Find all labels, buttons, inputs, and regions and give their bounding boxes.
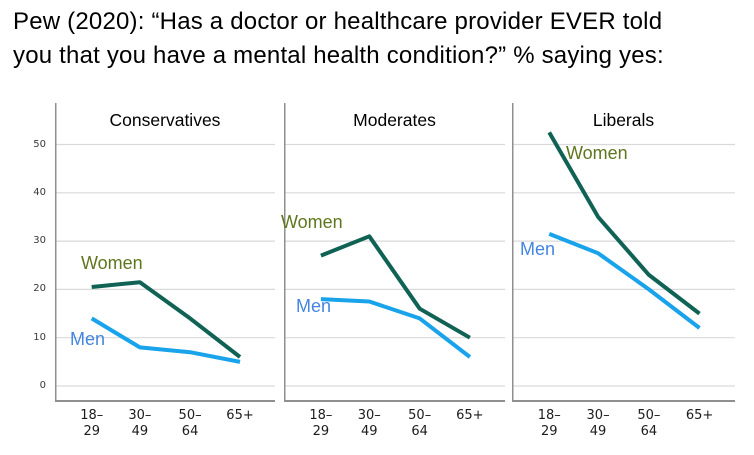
line-chart-plot bbox=[284, 103, 505, 402]
panel-title-conservatives: Conservatives bbox=[109, 110, 221, 130]
y-axis-labels: 0 10 20 30 40 50 bbox=[18, 103, 46, 402]
x-tick-label: 65+ bbox=[456, 408, 484, 423]
chart-panel-moderates: Moderates Women Men 18– 29 30– 49 50– 64 65+ bbox=[281, 103, 505, 439]
women-series-label: Women bbox=[566, 143, 628, 163]
x-tick-label: 18– 29 bbox=[537, 408, 561, 439]
x-tick-label: 50– 64 bbox=[178, 408, 202, 439]
page-title: Pew (2020): “Has a doctor or healthcare … bbox=[13, 5, 745, 73]
x-tick-label: 30– 49 bbox=[586, 408, 610, 439]
chart-panel-conservatives: Conservatives Women Men 18– 29 30– 49 50– 64 6… bbox=[55, 103, 275, 439]
y-tick-label: 40 bbox=[33, 186, 46, 198]
y-tick-label: 30 bbox=[33, 235, 46, 247]
y-tick-label: 50 bbox=[33, 138, 46, 150]
women-line bbox=[320, 234, 471, 340]
women-series-label: Women bbox=[281, 212, 343, 232]
x-tick-label: 50– 64 bbox=[637, 408, 661, 439]
y-tick-label: 20 bbox=[33, 283, 46, 295]
line-chart-plot bbox=[55, 103, 275, 402]
line-chart-plot bbox=[512, 103, 735, 402]
men-line bbox=[548, 232, 701, 330]
y-tick-label: 10 bbox=[33, 331, 46, 343]
men-series-label: Men bbox=[296, 296, 332, 316]
panel-title-moderates: Moderates bbox=[353, 110, 436, 130]
y-tick-label: 0 bbox=[39, 380, 46, 391]
chart-panel-liberals: Liberals Women Men 18– 29 30– 49 50– 64 65+ bbox=[512, 103, 735, 439]
panel-title-liberals: Liberals bbox=[592, 110, 655, 130]
x-tick-label: 30– 49 bbox=[357, 408, 381, 439]
men-line bbox=[90, 316, 241, 364]
men-line bbox=[320, 297, 472, 359]
x-tick-label: 18– 29 bbox=[80, 408, 104, 439]
x-tick-label: 18– 29 bbox=[309, 408, 333, 439]
women-line bbox=[547, 131, 701, 316]
x-tick-label: 30– 49 bbox=[128, 408, 152, 439]
women-series-label: Women bbox=[81, 253, 143, 273]
women-line bbox=[91, 280, 242, 359]
men-series-label: Men bbox=[520, 239, 556, 259]
x-tick-label: 50– 64 bbox=[408, 408, 432, 439]
men-series-label: Men bbox=[70, 329, 106, 349]
x-tick-label: 65+ bbox=[685, 408, 714, 423]
page-title-line-2: you that you have a mental health condit… bbox=[13, 42, 664, 69]
page-title-line-1: Pew (2020): “Has a doctor or healthcare … bbox=[13, 8, 663, 35]
x-tick-label: 65+ bbox=[226, 408, 254, 423]
